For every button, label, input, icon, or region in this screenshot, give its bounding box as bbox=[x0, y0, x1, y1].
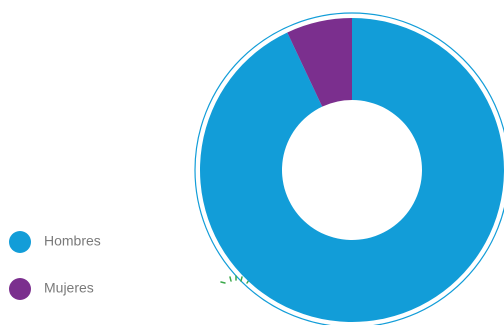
pie-slice bbox=[199, 18, 504, 322]
legend-label: Mujeres bbox=[44, 280, 94, 296]
legend-swatch bbox=[9, 231, 31, 253]
decoration bbox=[220, 275, 250, 284]
outer-ring bbox=[194, 12, 504, 325]
pie-slice bbox=[287, 18, 352, 107]
legend-swatch bbox=[9, 278, 31, 300]
legend-label: Hombres bbox=[44, 233, 101, 249]
